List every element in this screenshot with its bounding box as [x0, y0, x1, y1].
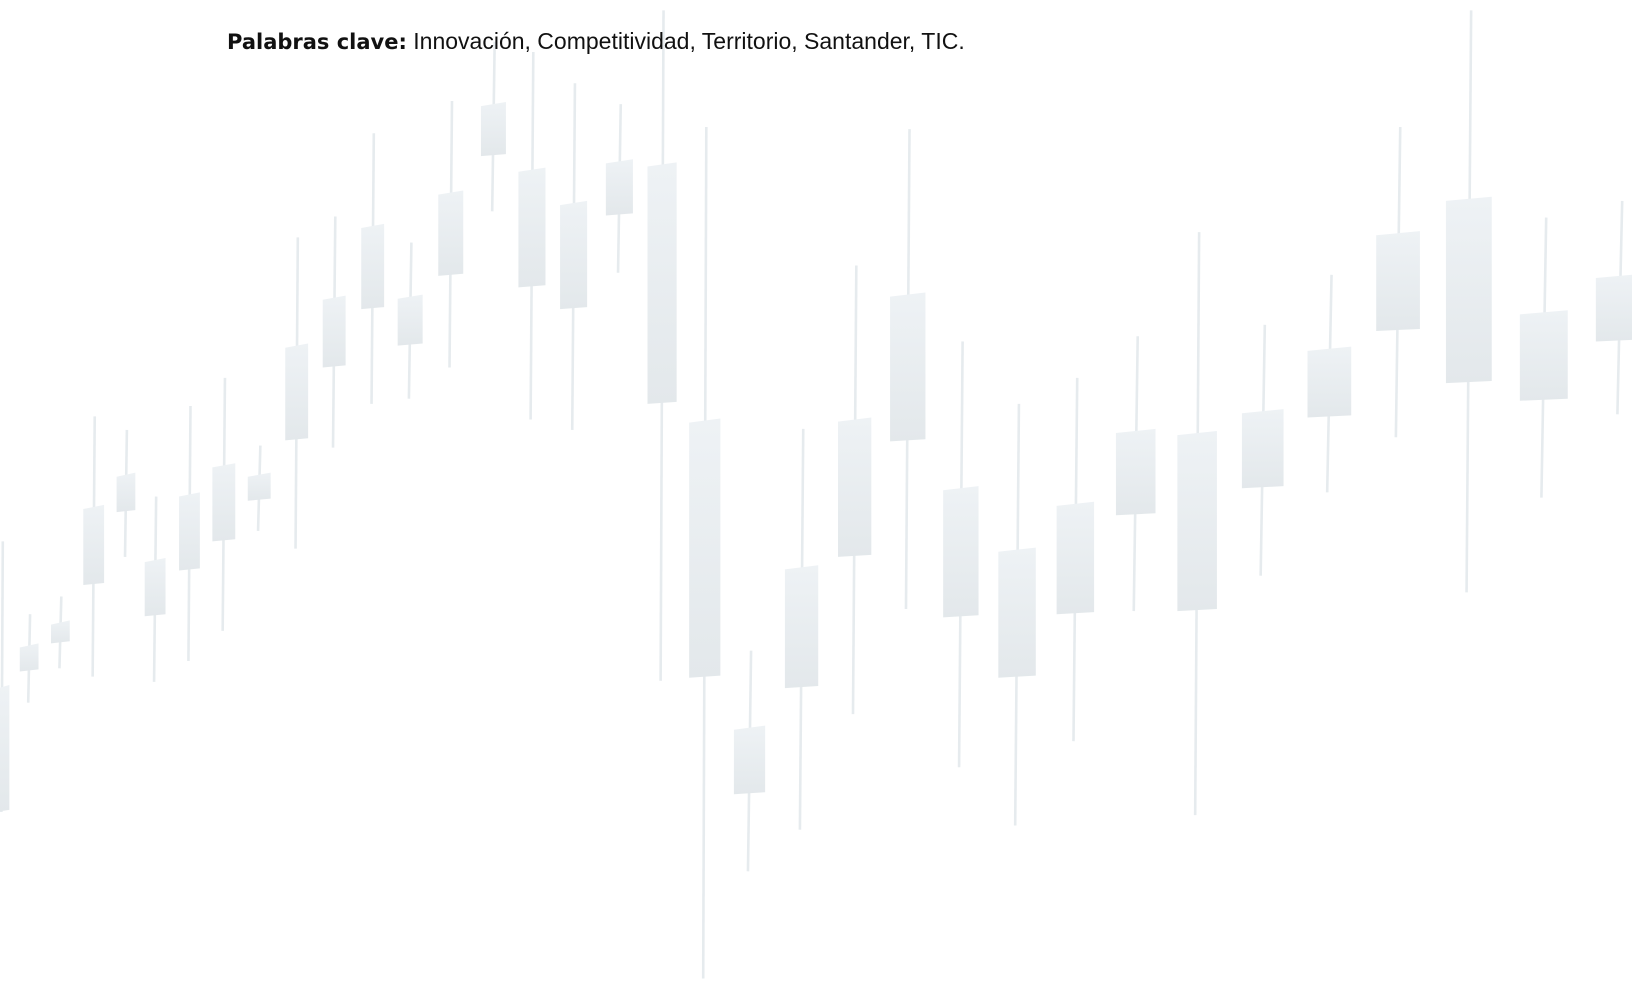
candle-body	[1056, 501, 1095, 615]
candle-body	[1177, 430, 1217, 612]
candle-body	[890, 292, 926, 442]
candle-body	[19, 643, 39, 672]
candle-body	[733, 725, 766, 795]
candle-body	[647, 162, 677, 404]
candle-body	[0, 684, 10, 812]
candle-body	[116, 472, 136, 513]
candle-body	[1115, 428, 1156, 516]
keywords-label: Palabras clave:	[227, 30, 407, 54]
candle-body	[1241, 409, 1284, 489]
candle-body	[943, 486, 979, 618]
candle-body	[838, 417, 872, 557]
keywords: Palabras clave: Innovación, Competitivid…	[227, 28, 965, 55]
candle-body	[1445, 196, 1492, 384]
candle-body	[1307, 346, 1352, 418]
candle-body	[144, 557, 166, 617]
candle-body	[361, 223, 385, 310]
candle-body	[784, 565, 819, 689]
candle-body	[51, 620, 70, 644]
candle-body	[285, 343, 309, 441]
candle-body	[689, 418, 721, 678]
candle-body	[1376, 231, 1420, 332]
keywords-text: Innovación, Competitividad, Territorio, …	[413, 28, 965, 54]
candle-body	[518, 167, 546, 288]
candle-body	[560, 200, 588, 310]
candle-body	[322, 295, 346, 368]
candle-body	[480, 102, 506, 157]
candle-body	[179, 492, 200, 571]
candle-body	[83, 504, 105, 586]
candle-body	[212, 463, 236, 542]
candles	[0, 10, 1632, 979]
candle-body	[438, 190, 464, 276]
candle-body	[397, 294, 423, 346]
candle-body	[1595, 274, 1632, 342]
candle-body	[1519, 310, 1568, 401]
candle-body	[605, 159, 633, 216]
candle-body	[998, 547, 1036, 678]
candle-body	[247, 472, 271, 501]
